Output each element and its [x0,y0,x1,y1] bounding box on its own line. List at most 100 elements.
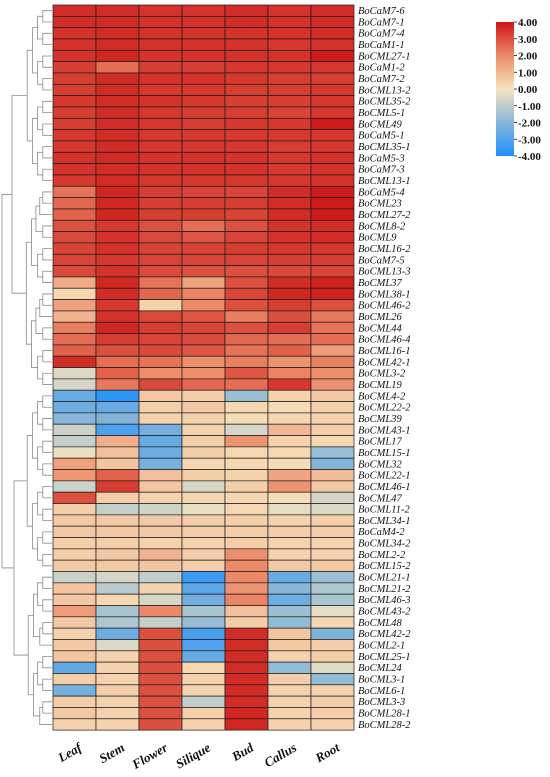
color-bar-tick-label: -4.00 [518,151,541,163]
heatmap-cell [267,231,312,244]
heatmap-cell [310,412,355,425]
heatmap-cell [224,265,269,278]
heatmap-cell [138,83,183,96]
row-label: BoCML28-1 [358,709,411,720]
heatmap-cell [224,639,269,652]
row-label: BoCaM7-3 [358,165,405,176]
heatmap-cell [95,435,140,448]
heatmap-cell [95,265,140,278]
heatmap-cell [95,503,140,516]
heatmap-cell [224,4,269,17]
heatmap-cell [95,185,140,198]
heatmap-cell [310,49,355,62]
heatmap-cell [181,117,226,130]
heatmap-cell [181,27,226,40]
row-label: BoCML13-2 [358,85,411,96]
heatmap-cell [52,117,97,130]
heatmap-cell [181,582,226,595]
heatmap-cell [52,707,97,720]
heatmap-cell [224,287,269,300]
heatmap-cell [267,129,312,142]
heatmap-cell [224,695,269,708]
heatmap-cell [224,480,269,493]
heatmap-cell [95,95,140,108]
heatmap-cell [310,333,355,346]
heatmap-cell [267,378,312,391]
heatmap-cell [181,627,226,640]
heatmap-cell [310,378,355,391]
heatmap-cell [181,163,226,176]
heatmap-cell [267,242,312,255]
heatmap-cell [310,457,355,470]
heatmap-cell [310,503,355,516]
heatmap-cell [224,423,269,436]
heatmap-cell [310,684,355,697]
column-label: Bud [228,739,256,764]
heatmap-cell [310,219,355,232]
heatmap-cell [224,15,269,29]
row-label: BoCML22-2 [358,403,411,414]
heatmap-cell [52,310,97,323]
heatmap-cell [52,525,97,538]
heatmap-cell [224,72,269,85]
heatmap-cell [138,95,183,108]
heatmap-cell [181,185,226,198]
heatmap-cell [267,480,312,493]
heatmap-cell [267,514,312,527]
heatmap-cell [181,265,226,278]
heatmap-cell [224,197,269,210]
heatmap-cell [181,378,226,391]
heatmap-cell [52,355,97,368]
heatmap-cell [181,38,226,51]
heatmap-cell [95,446,140,459]
heatmap-cell [310,72,355,85]
heatmap-cell [310,435,355,448]
row-label: BoCML46-3 [358,595,411,606]
heatmap-cell [52,95,97,108]
row-label: BoCML13-3 [358,267,411,278]
heatmap-cell [181,639,226,652]
heatmap-cell [267,627,312,640]
row-label: BoCML26 [358,312,403,323]
heatmap-cell [52,593,97,606]
heatmap-cell [181,310,226,323]
heatmap-cell [52,344,97,357]
heatmap-cell [267,684,312,697]
row-label: BoCML11-2 [358,505,410,516]
heatmap-cell [224,684,269,697]
heatmap-cell [138,310,183,323]
heatmap-cell [95,718,140,731]
heatmap-cell [310,140,355,153]
heatmap-cell [310,27,355,40]
heatmap-cell [95,627,140,640]
heatmap-cell [138,367,183,380]
row-label: BoCML25-1 [358,652,411,663]
heatmap-cell [95,163,140,176]
heatmap-cell [181,412,226,425]
heatmap-cell [310,355,355,368]
heatmap-cell [181,514,226,527]
heatmap-cell [224,435,269,448]
heatmap-cell [138,287,183,300]
heatmap-cell [181,548,226,561]
heatmap-cell [310,571,355,584]
heatmap-cell [267,61,312,74]
heatmap-cell [95,559,140,572]
row-dendrogram [1,10,52,725]
heatmap-cell [267,435,312,448]
heatmap-cell [138,174,183,187]
heatmap-cell [310,525,355,538]
heatmap-cell [95,61,140,74]
heatmap-cell [267,185,312,198]
heatmap-cell [267,197,312,210]
heatmap-cell [181,106,226,119]
heatmap-cell [310,650,355,663]
heatmap-cell [138,571,183,584]
heatmap-cell [95,253,140,266]
heatmap-cell [310,106,355,119]
heatmap-cell [224,593,269,606]
heatmap-cell [52,378,97,391]
heatmap-cell [52,61,97,74]
heatmap-cell [267,571,312,584]
row-label: BoCML15-2 [358,561,411,572]
